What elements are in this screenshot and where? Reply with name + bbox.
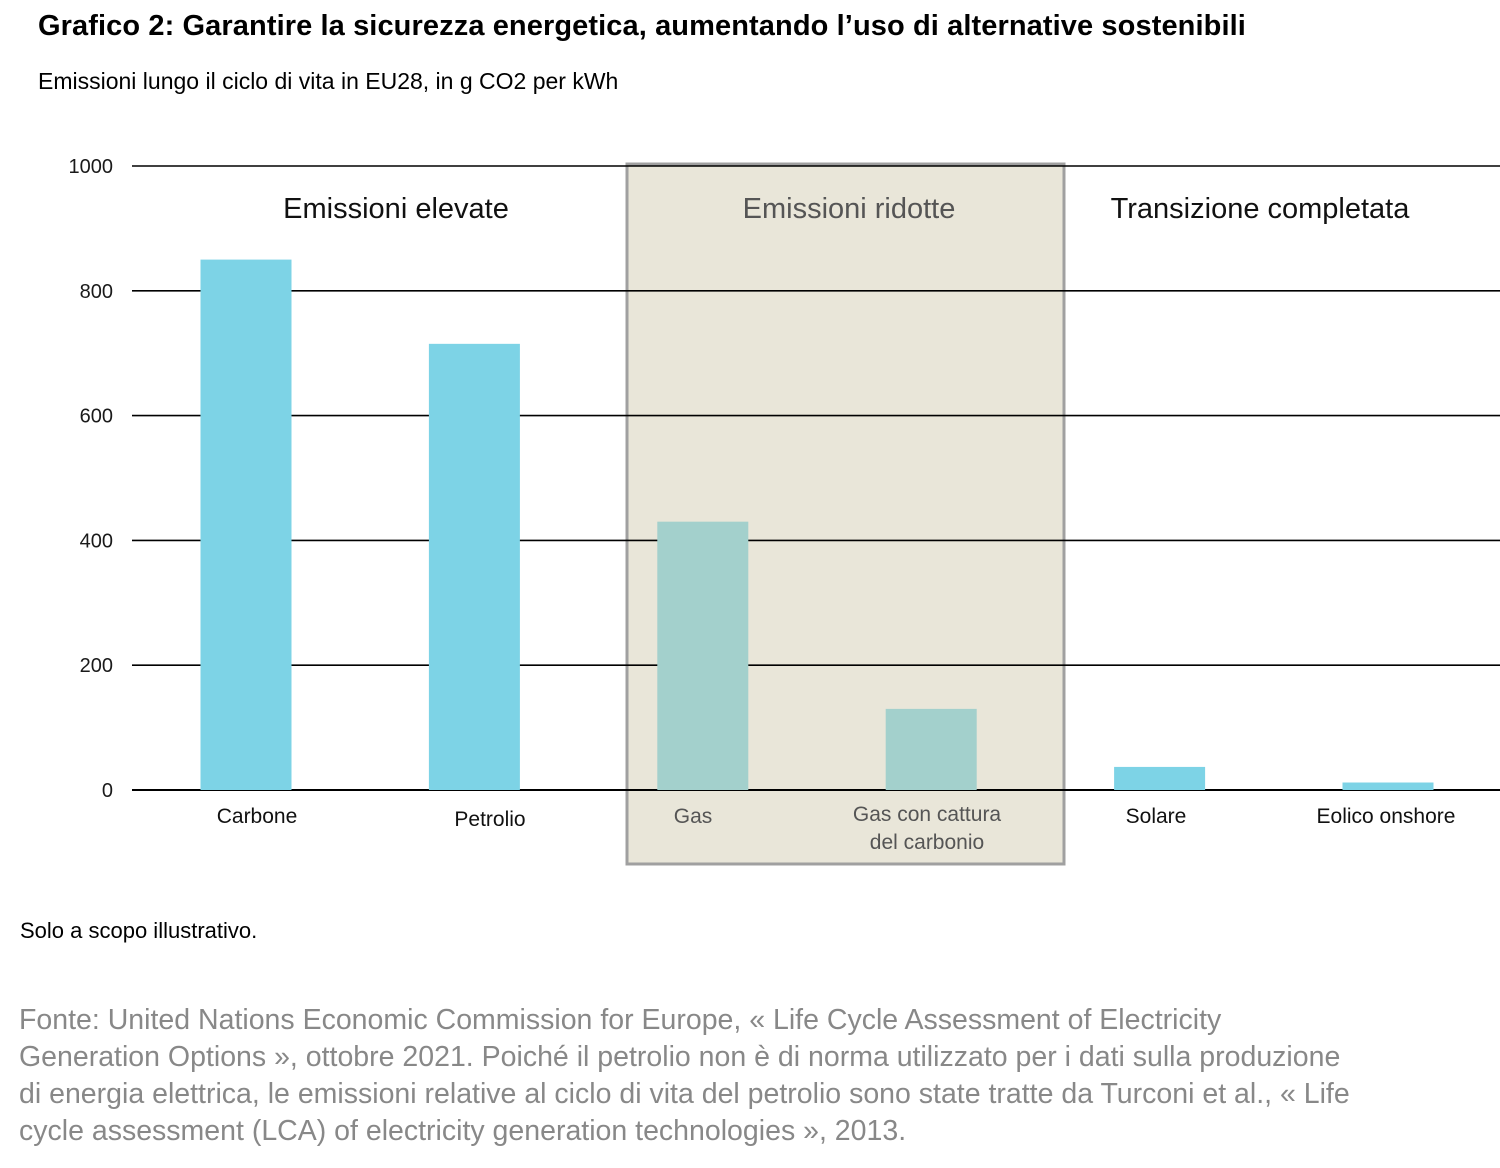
bar-carbone: [200, 259, 292, 791]
bar-gas-con-cattura-del-carbonio: [885, 708, 977, 790]
y-tick-label: 600: [80, 406, 113, 428]
zone-label: Transizione completata: [1111, 193, 1411, 225]
x-category-label: Petrolio: [454, 808, 525, 831]
x-category-label: Eolico onshore: [1317, 805, 1456, 828]
bar-petrolio: [428, 343, 520, 790]
zone-label: Emissioni elevate: [283, 193, 509, 225]
y-tick-label: 1000: [69, 156, 114, 178]
chart-title: Grafico 2: Garantire la sicurezza energe…: [38, 10, 1246, 42]
y-tick-label: 200: [80, 655, 113, 677]
x-category-label: Solare: [1126, 805, 1187, 828]
zone-label: Emissioni ridotte: [743, 193, 956, 225]
y-tick-label: 800: [80, 281, 113, 303]
y-tick-label: 400: [80, 530, 113, 552]
bar-chart: 0 200 400 600 800 1000 Emissioni elevate Emissi…: [69, 156, 1500, 866]
y-tick-label: 0: [102, 780, 113, 802]
x-category-label: Gas con cattura: [853, 803, 1002, 826]
bar-solare: [1114, 766, 1206, 790]
bar-gas: [657, 521, 749, 790]
x-category-label: del carbonio: [870, 831, 984, 854]
source-note: Fonte: United Nations Economic Commissio…: [19, 1004, 1350, 1147]
chart-subtitle: Emissioni lungo il ciclo di vita in EU28…: [38, 68, 619, 94]
bar-eolico-onshore: [1342, 782, 1434, 790]
x-category-label: Gas: [674, 805, 713, 828]
x-category-label: Carbone: [217, 805, 298, 828]
illustrative-note: Solo a scopo illustrativo.: [20, 918, 258, 943]
